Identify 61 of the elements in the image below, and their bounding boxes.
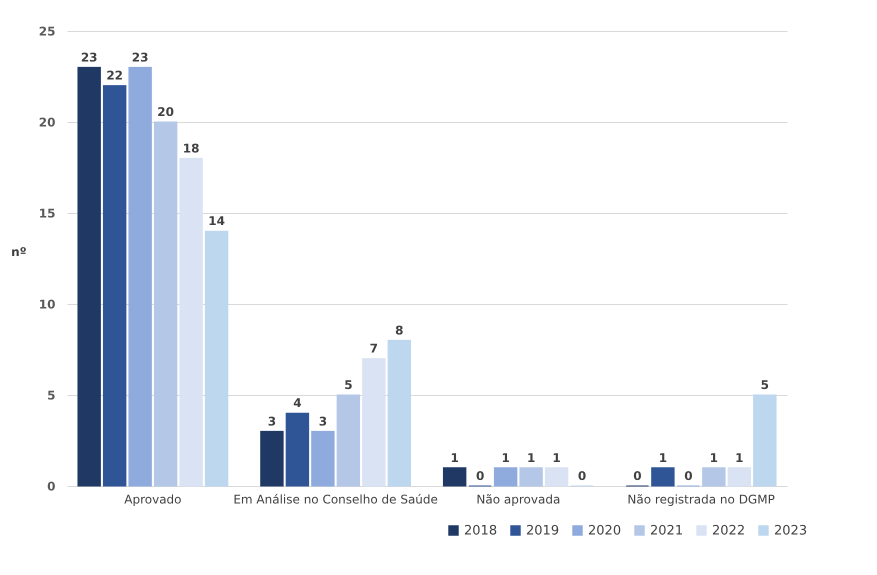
data-label: 1 <box>501 450 510 465</box>
bar <box>728 467 752 486</box>
y-tick-label: 0 <box>47 480 56 494</box>
data-label: 22 <box>106 68 124 83</box>
x-tick-label: Aprovado <box>124 492 182 506</box>
data-label: 20 <box>157 105 174 119</box>
data-label: 1 <box>658 450 668 465</box>
data-label: 0 <box>633 469 642 483</box>
bar <box>286 412 310 486</box>
bar <box>102 85 126 486</box>
bar <box>311 430 335 486</box>
data-label: 23 <box>132 50 148 64</box>
data-label: 1 <box>450 450 459 465</box>
data-label: 0 <box>684 469 693 483</box>
legend-label: 2019 <box>526 524 560 539</box>
legend-label: 2023 <box>774 524 808 539</box>
data-label: 0 <box>578 469 586 483</box>
bar <box>519 467 543 486</box>
bar <box>442 467 466 486</box>
bar <box>362 358 386 486</box>
data-label: 23 <box>80 50 98 64</box>
bar <box>260 430 284 486</box>
x-tick-label: Não aprovada <box>476 492 560 506</box>
bar <box>753 394 777 486</box>
y-tick-label: 5 <box>47 388 56 402</box>
legend-label: 2018 <box>464 524 498 539</box>
bar <box>154 122 178 486</box>
data-label: 3 <box>318 414 328 428</box>
bar <box>204 230 228 486</box>
legend-label: 2022 <box>712 524 746 539</box>
data-label: 1 <box>735 450 744 465</box>
bar <box>77 66 101 486</box>
bar <box>179 158 203 486</box>
data-label: 8 <box>395 323 404 338</box>
data-label: 5 <box>344 378 353 392</box>
data-label: 18 <box>182 141 200 156</box>
legend-label: 2020 <box>588 524 622 539</box>
data-label: 1 <box>710 450 718 465</box>
y-tick-label: 15 <box>38 206 56 220</box>
y-axis-title: nº <box>11 245 27 259</box>
data-label: 3 <box>268 414 276 428</box>
bar <box>128 66 152 486</box>
bar <box>651 467 675 486</box>
y-tick-label: 20 <box>38 116 56 130</box>
x-tick-label: Não registrada no DGMP <box>627 492 775 506</box>
data-label: 1 <box>526 450 536 465</box>
bar <box>494 467 518 486</box>
x-tick-label: Em Análise no Conselho de Saúde <box>233 492 438 506</box>
data-label: 0 <box>476 469 484 483</box>
y-tick-label: 25 <box>38 24 56 38</box>
data-label: 14 <box>208 214 225 228</box>
y-tick-label: 10 <box>38 298 56 312</box>
legend-label: 2021 <box>650 524 684 539</box>
bar <box>336 394 360 486</box>
bar <box>702 467 726 486</box>
data-label: 4 <box>293 396 302 410</box>
data-label: 7 <box>370 342 378 356</box>
bar <box>544 467 568 486</box>
data-label: 5 <box>760 378 769 392</box>
data-label: 1 <box>552 450 561 465</box>
bar <box>388 340 412 486</box>
